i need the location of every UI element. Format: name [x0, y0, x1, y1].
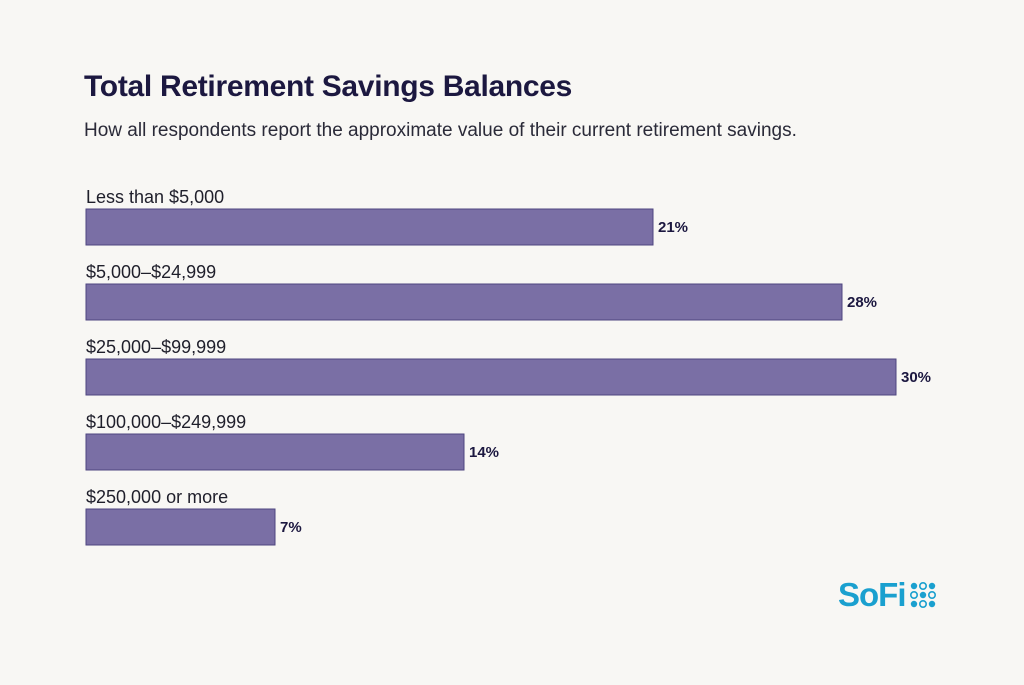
category-label: $25,000–$99,999 [86, 337, 226, 357]
bar [85, 358, 897, 396]
value-label: 30% [901, 369, 931, 386]
chart-subtitle: How all respondents report the approxima… [84, 120, 797, 141]
bar [85, 283, 843, 321]
bar [85, 433, 465, 471]
sofi-dots-icon [909, 582, 936, 608]
sofi-logo: SoFi [838, 576, 936, 614]
category-label: $250,000 or more [86, 487, 228, 507]
value-label: 21% [658, 219, 688, 236]
logo-text: SoFi [838, 576, 906, 613]
bar [85, 208, 654, 246]
category-label: $100,000–$249,999 [86, 412, 246, 432]
value-label: 7% [280, 519, 302, 536]
chart-title: Total Retirement Savings Balances [84, 70, 573, 103]
value-label: 28% [847, 294, 877, 311]
category-label: $5,000–$24,999 [86, 262, 216, 282]
value-label: 14% [469, 444, 499, 461]
category-label: Less than $5,000 [86, 187, 224, 207]
bar [85, 508, 276, 546]
